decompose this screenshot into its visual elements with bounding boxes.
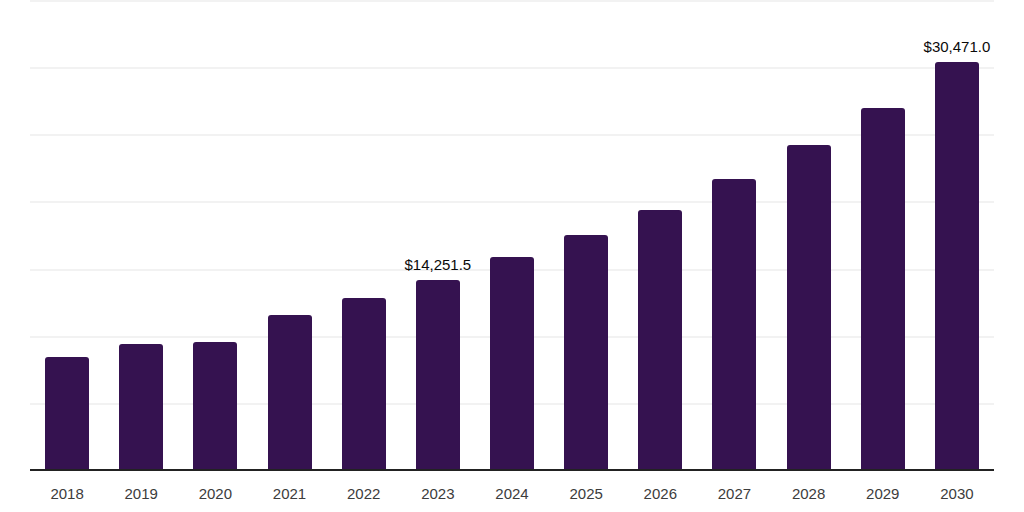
x-tick-label-2026: 2026: [644, 485, 677, 503]
bar-2021[interactable]: [268, 315, 312, 469]
bar-2019[interactable]: [119, 344, 163, 469]
bar-2020[interactable]: [193, 342, 237, 469]
gridline-25000: [30, 134, 994, 136]
x-tick-label-2030: 2030: [940, 485, 973, 503]
x-tick-label-2020: 2020: [199, 485, 232, 503]
gridline-20000: [30, 201, 994, 203]
bar-2022[interactable]: [342, 298, 386, 469]
x-tick-label-2028: 2028: [792, 485, 825, 503]
x-axis-line: [30, 469, 994, 471]
x-tick-label-2027: 2027: [718, 485, 751, 503]
x-tick-label-2024: 2024: [495, 485, 528, 503]
bar-chart: 2018 2019 2020 2021 2022 2023 2024 2025 2026 2027…: [0, 0, 1024, 512]
bar-2026[interactable]: [638, 210, 682, 469]
data-label-2023: $14,251.5: [404, 256, 471, 274]
x-tick-label-2022: 2022: [347, 485, 380, 503]
data-label-2030: $30,471.0: [924, 38, 991, 56]
bar-2030[interactable]: [935, 62, 979, 469]
bar-2023[interactable]: [416, 280, 460, 469]
x-tick-label-2019: 2019: [125, 485, 158, 503]
bar-2024[interactable]: [490, 257, 534, 469]
bar-2018[interactable]: [45, 357, 89, 469]
bar-2029[interactable]: [861, 108, 905, 469]
x-tick-label-2029: 2029: [866, 485, 899, 503]
x-tick-label-2023: 2023: [421, 485, 454, 503]
x-tick-label-2021: 2021: [273, 485, 306, 503]
x-tick-label-2018: 2018: [50, 485, 83, 503]
x-tick-label-2025: 2025: [569, 485, 602, 503]
bar-2027[interactable]: [712, 179, 756, 469]
bar-2025[interactable]: [564, 235, 608, 469]
gridline-35000: [30, 0, 994, 2]
gridline-30000: [30, 67, 994, 69]
bar-2028[interactable]: [787, 145, 831, 469]
